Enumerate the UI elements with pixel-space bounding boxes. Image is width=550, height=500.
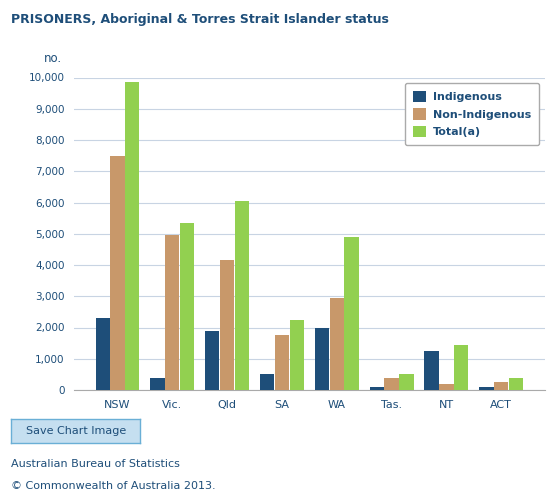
Bar bbox=[384, 378, 399, 390]
Bar bbox=[111, 156, 125, 390]
Bar bbox=[425, 351, 439, 390]
Bar bbox=[290, 320, 304, 390]
Bar bbox=[494, 382, 508, 390]
Bar bbox=[180, 223, 194, 390]
Bar bbox=[165, 236, 179, 390]
Bar bbox=[344, 237, 359, 390]
Text: PRISONERS, Aboriginal & Torres Strait Islander status: PRISONERS, Aboriginal & Torres Strait Is… bbox=[11, 12, 389, 26]
Bar bbox=[479, 387, 493, 390]
Bar bbox=[220, 260, 234, 390]
Bar bbox=[399, 374, 414, 390]
Bar bbox=[454, 344, 468, 390]
Legend: Indigenous, Non-Indigenous, Total(a): Indigenous, Non-Indigenous, Total(a) bbox=[405, 83, 539, 145]
Bar bbox=[96, 318, 110, 390]
Text: © Commonwealth of Australia 2013.: © Commonwealth of Australia 2013. bbox=[11, 481, 216, 491]
Bar bbox=[260, 374, 274, 390]
Bar bbox=[125, 82, 140, 390]
Bar bbox=[439, 384, 454, 390]
Bar bbox=[329, 298, 344, 390]
Bar bbox=[151, 378, 164, 390]
Bar bbox=[315, 328, 329, 390]
Bar bbox=[509, 378, 523, 390]
Text: Save Chart Image: Save Chart Image bbox=[25, 426, 126, 436]
Bar bbox=[235, 201, 249, 390]
Bar bbox=[275, 336, 289, 390]
Bar bbox=[370, 387, 384, 390]
Bar bbox=[205, 330, 219, 390]
Text: no.: no. bbox=[44, 52, 62, 66]
Text: Australian Bureau of Statistics: Australian Bureau of Statistics bbox=[11, 459, 180, 469]
